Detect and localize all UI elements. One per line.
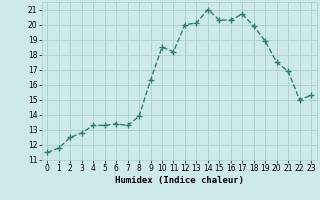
X-axis label: Humidex (Indice chaleur): Humidex (Indice chaleur) (115, 176, 244, 185)
